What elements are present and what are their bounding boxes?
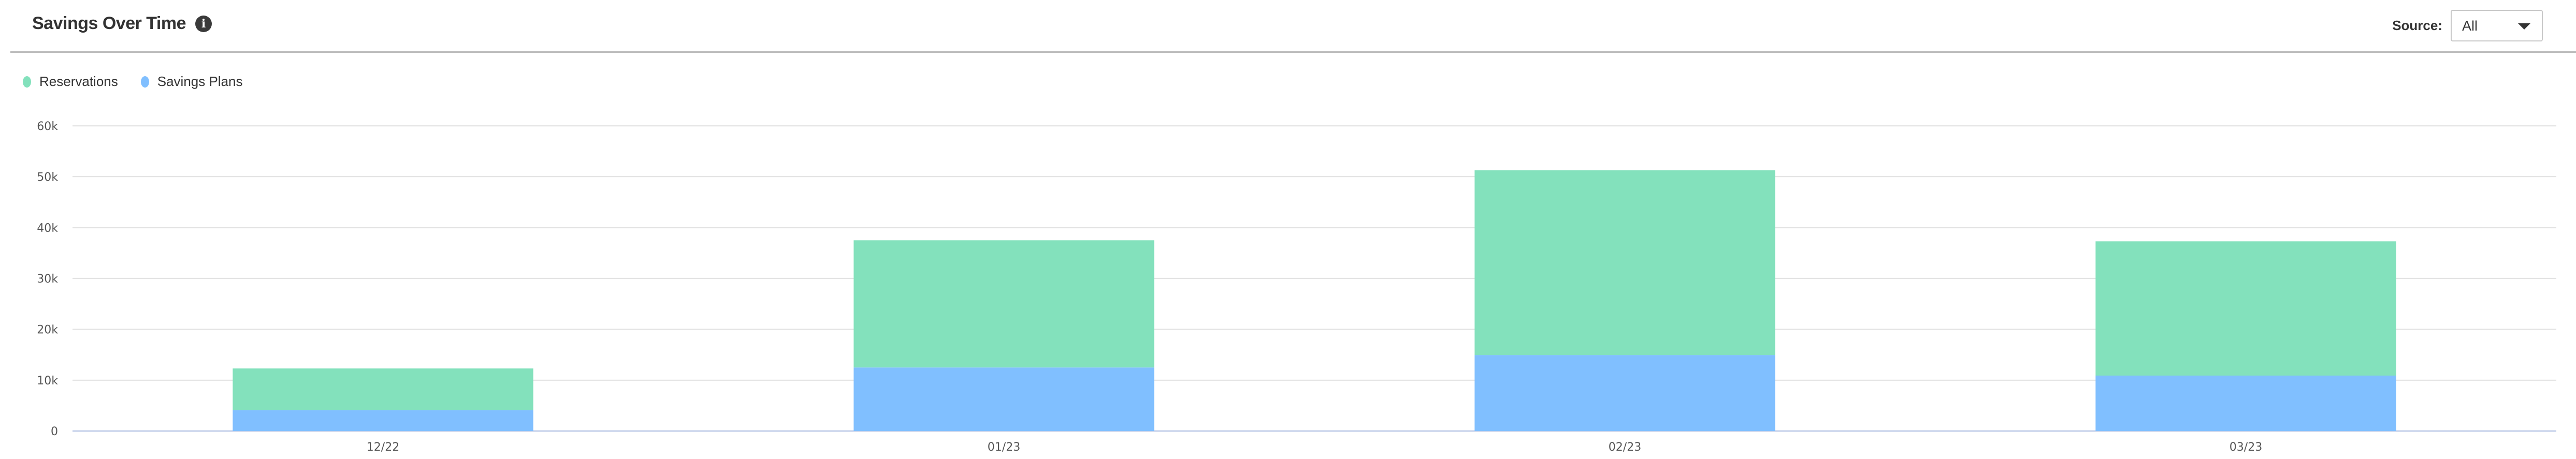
bar-reservations[interactable] — [853, 240, 1154, 368]
legend: Reservations Savings Plans — [23, 74, 266, 90]
source-filter: Source: All — [2392, 10, 2543, 41]
x-tick-label: 02/23 — [1609, 441, 1641, 454]
source-dropdown[interactable]: All — [2451, 10, 2543, 41]
bar-savings-plans[interactable] — [1474, 355, 1775, 431]
source-selected-value: All — [2462, 18, 2478, 34]
bar-reservations[interactable] — [233, 368, 533, 410]
source-label: Source: — [2392, 18, 2442, 33]
bar-reservations[interactable] — [2095, 241, 2396, 376]
legend-label: Reservations — [39, 74, 118, 89]
y-tick-label: 60k — [37, 120, 58, 133]
legend-label: Savings Plans — [157, 74, 243, 89]
y-tick-label: 20k — [37, 324, 58, 337]
legend-item-savings-plans[interactable]: Savings Plans — [140, 74, 243, 90]
chart-header: Savings Over Time i — [32, 13, 212, 34]
x-tick-label: 01/23 — [988, 441, 1020, 454]
bar-savings-plans[interactable] — [853, 367, 1154, 431]
x-tick-label: 03/23 — [2230, 441, 2262, 454]
bar-savings-plans[interactable] — [2095, 375, 2396, 431]
header-divider — [10, 51, 2576, 53]
y-tick-label: 30k — [37, 273, 58, 286]
y-tick-label: 0 — [51, 425, 58, 438]
legend-dot-icon — [140, 76, 149, 88]
legend-item-reservations[interactable]: Reservations — [23, 74, 118, 90]
x-tick-label: 12/22 — [367, 441, 399, 454]
bar-reservations[interactable] — [1474, 170, 1775, 355]
legend-dot-icon — [23, 76, 31, 88]
y-tick-label: 50k — [37, 171, 58, 184]
info-icon[interactable]: i — [195, 15, 212, 32]
y-tick-label: 10k — [37, 375, 58, 388]
y-tick-label: 40k — [37, 222, 58, 235]
bar-savings-plans[interactable] — [233, 410, 533, 431]
chart-title: Savings Over Time — [32, 13, 186, 33]
caret-down-icon — [2518, 23, 2530, 30]
